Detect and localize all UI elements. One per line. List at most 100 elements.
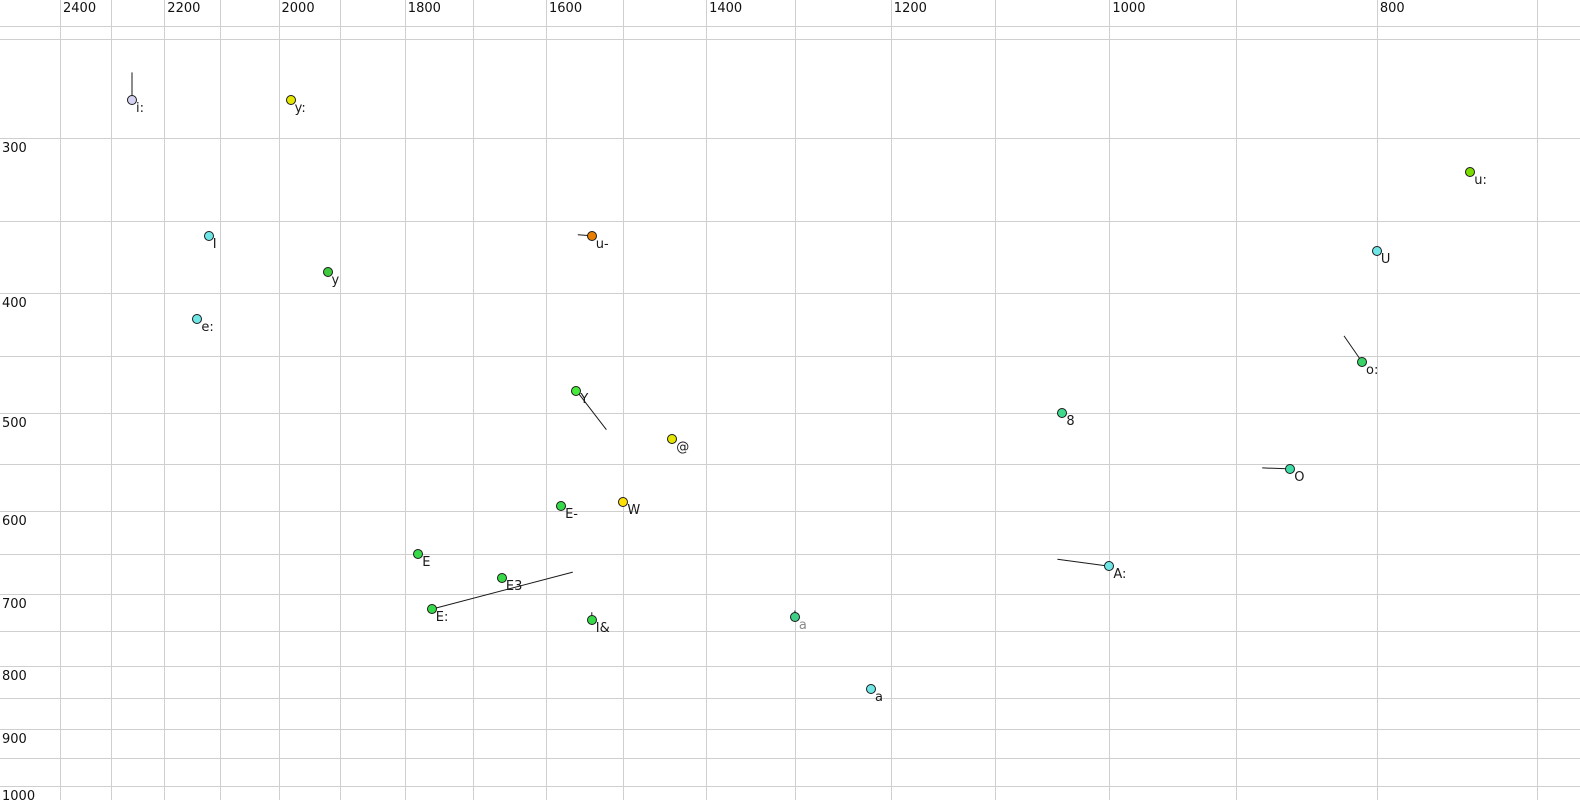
x-gridline-1600 (546, 0, 547, 800)
y-gridline-350 (0, 220, 1580, 222)
vowel-point-e:-4[interactable] (192, 313, 203, 324)
x-tick-label-1400: 1400 (709, 1, 743, 16)
vowel-point-a-14[interactable] (789, 611, 800, 622)
x-gridline-1300 (794, 0, 796, 800)
x-tick-label-1000: 1000 (1112, 1, 1146, 16)
vowel-label-i:-0: i: (136, 101, 144, 117)
x-gridline-800 (1376, 0, 1378, 800)
y-gridline-650 (0, 554, 1580, 555)
tail-line-A: (1057, 558, 1110, 567)
vowel-label-I&-13: I& (595, 621, 610, 637)
vowel-label-E3-11: E3 (505, 579, 523, 595)
vowel-point-u--5[interactable] (586, 230, 597, 241)
x-gridline-2200 (164, 0, 166, 800)
vowel-label-a-15: a (875, 689, 883, 705)
vowel-label-W-9: W (627, 502, 641, 518)
y-gridline-450 (0, 356, 1580, 357)
x-tick-label-1800: 1800 (407, 1, 441, 16)
vowel-point-I-2[interactable] (203, 230, 214, 241)
vowel-point-E-10[interactable] (413, 549, 424, 559)
y-gridline-850 (0, 698, 1580, 700)
y-gridline-750 (0, 631, 1580, 632)
x-gridline-2400 (60, 0, 61, 800)
y-tick-label-700: 700 (2, 596, 27, 612)
vowel-point-@-7[interactable] (667, 434, 678, 444)
x-tick-label-2000: 2000 (281, 1, 315, 16)
vowel-point-W-9[interactable] (618, 496, 629, 507)
vowel-point-a-15[interactable] (866, 683, 876, 694)
y-gridline-600 (0, 510, 1580, 512)
vowel-label-@-7: @ (676, 440, 690, 455)
vowel-label-E:-12: E: (435, 610, 449, 626)
vowel-label-a-14: a (798, 617, 807, 633)
x-gridline-1200 (890, 0, 892, 800)
vowel-point-A:-16[interactable] (1104, 561, 1115, 572)
x-gridline-1500 (623, 0, 625, 800)
x-gridline-2300 (111, 0, 112, 800)
x-tick-label-1600: 1600 (549, 1, 583, 16)
y-gridline-250 (0, 39, 1580, 41)
y-gridline-950 (0, 758, 1580, 760)
vowel-label-u--5: u- (595, 236, 609, 252)
vowel-point-E3-11[interactable] (496, 573, 507, 584)
vowel-point-U-20[interactable] (1371, 245, 1382, 256)
vowel-label-I-2: I (212, 236, 217, 252)
y-gridline-700 (0, 593, 1580, 595)
y-gridline-800 (0, 665, 1580, 667)
x-gridline-1700 (473, 0, 475, 800)
vowel-label-8-17: 8 (1066, 413, 1075, 429)
x-tick-label-2200: 2200 (167, 1, 201, 16)
x-gridline-1900 (340, 0, 341, 800)
y-gridline-900 (0, 729, 1580, 731)
x-gridline-2000 (278, 0, 280, 800)
vowel-point-u:-21[interactable] (1465, 167, 1476, 178)
y-tick-label-400: 400 (2, 295, 27, 311)
y-gridline-500 (0, 412, 1580, 414)
y-gridline-300 (0, 137, 1580, 139)
y-gridline-400 (0, 292, 1580, 294)
vowel-label-o:-19: o: (1366, 362, 1379, 378)
x-tick-label-800: 800 (1379, 1, 1405, 16)
vowel-label-u:-21: u: (1474, 173, 1487, 189)
x-gridline-2100 (220, 0, 222, 800)
y-gridline-1000 (0, 786, 1580, 787)
vowel-label-E-10: E (422, 555, 431, 570)
x-gridline-1400 (706, 0, 708, 800)
y-tick-label-500: 500 (2, 415, 27, 431)
y-tick-label-1000: 1000 (2, 789, 36, 800)
y-gridline-550 (0, 464, 1580, 465)
vowel-label-y:-1: y: (294, 101, 306, 117)
vowel-point-I&-13[interactable] (586, 615, 597, 626)
x-tick-label-2400: 2400 (63, 1, 97, 16)
vowel-label-e:-4: e: (201, 319, 214, 335)
vowel-point-i:-0[interactable] (127, 95, 137, 106)
x-gridline-1000 (1109, 0, 1111, 800)
vowel-point-E:-12[interactable] (426, 604, 437, 615)
x-gridline-1100 (995, 0, 997, 800)
axis-top-boundary-line (0, 26, 1580, 27)
tail-line-E: (431, 571, 573, 610)
y-tick-label-800: 800 (2, 668, 27, 684)
y-tick-label-900: 900 (2, 732, 27, 748)
vowel-point-Y-6[interactable] (571, 385, 582, 396)
vowel-point-o:-19[interactable] (1357, 356, 1367, 367)
tail-line-Y (576, 390, 607, 431)
vowel-label-Y-6: Y (580, 391, 589, 407)
y-tick-label-600: 600 (2, 513, 27, 529)
vowel-label-E--8: E- (565, 507, 578, 523)
vowel-label-U-20: U (1380, 251, 1391, 267)
vowel-point-O-18[interactable] (1285, 463, 1296, 474)
x-tick-label-1200: 1200 (893, 1, 927, 16)
x-gridline-1800 (404, 0, 406, 800)
x-gridline-700 (1536, 0, 1538, 800)
vowel-point-8-17[interactable] (1057, 407, 1068, 418)
vowel-label-O-18: O (1294, 469, 1305, 485)
vowel-point-y-3[interactable] (322, 266, 333, 277)
vowel-point-E--8[interactable] (556, 501, 567, 512)
vowel-point-y:-1[interactable] (285, 95, 296, 106)
